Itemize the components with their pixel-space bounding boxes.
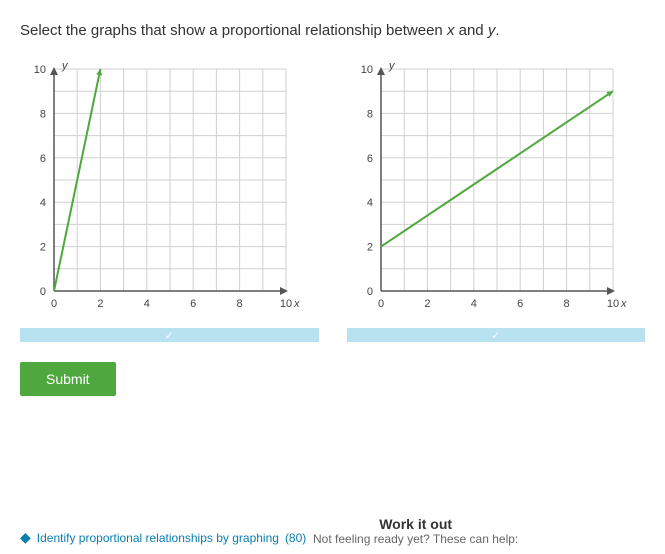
submit-button[interactable]: Submit <box>20 362 116 396</box>
svg-text:0: 0 <box>366 286 372 298</box>
svg-text:4: 4 <box>366 197 372 209</box>
svg-text:x: x <box>620 298 627 310</box>
skill-score: (80) <box>285 531 306 545</box>
chart-1-select-indicator[interactable] <box>20 328 319 342</box>
svg-text:10: 10 <box>280 298 292 310</box>
svg-text:0: 0 <box>377 298 383 310</box>
question-suffix: . <box>495 22 499 39</box>
chart-option-1[interactable]: 02468100246810xy <box>20 59 319 342</box>
gem-icon: ◆ <box>20 529 31 546</box>
svg-text:2: 2 <box>97 298 103 310</box>
svg-text:2: 2 <box>424 298 430 310</box>
chart-option-2[interactable]: 02468100246810xy <box>347 59 646 342</box>
svg-text:6: 6 <box>517 298 523 310</box>
svg-text:4: 4 <box>40 197 46 209</box>
workout-sub: Not feeling ready yet? These can help: <box>306 532 525 546</box>
question-prefix: Select the graphs that show a proportion… <box>20 22 447 39</box>
svg-text:x: x <box>293 298 300 310</box>
svg-text:4: 4 <box>144 298 150 310</box>
svg-text:8: 8 <box>563 298 569 310</box>
svg-text:10: 10 <box>606 298 618 310</box>
chart-1-svg: 02468100246810xy <box>20 59 300 319</box>
chart-1: 02468100246810xy <box>20 59 319 324</box>
svg-text:10: 10 <box>360 64 372 76</box>
svg-text:10: 10 <box>34 64 46 76</box>
svg-text:0: 0 <box>51 298 57 310</box>
chart-2-svg: 02468100246810xy <box>347 59 627 319</box>
svg-text:6: 6 <box>366 153 372 165</box>
svg-text:2: 2 <box>40 242 46 254</box>
work-it-out: Work it out Not feeling ready yet? These… <box>306 516 525 546</box>
footer: ◆ Identify proportional relationships by… <box>20 516 645 546</box>
svg-text:2: 2 <box>366 242 372 254</box>
svg-text:8: 8 <box>40 108 46 120</box>
svg-text:4: 4 <box>470 298 476 310</box>
question-mid: and <box>454 22 487 39</box>
svg-text:8: 8 <box>366 108 372 120</box>
skill-link-text: Identify proportional relationships by g… <box>37 531 279 545</box>
skill-link[interactable]: ◆ Identify proportional relationships by… <box>20 529 306 546</box>
chart-2-select-indicator[interactable] <box>347 328 646 342</box>
svg-text:6: 6 <box>190 298 196 310</box>
svg-text:6: 6 <box>40 153 46 165</box>
svg-text:8: 8 <box>237 298 243 310</box>
chart-2: 02468100246810xy <box>347 59 646 324</box>
workout-title: Work it out <box>306 516 525 532</box>
question-text: Select the graphs that show a proportion… <box>20 16 645 45</box>
charts-row: 02468100246810xy 02468100246810xy <box>20 59 645 342</box>
svg-text:0: 0 <box>40 286 46 298</box>
